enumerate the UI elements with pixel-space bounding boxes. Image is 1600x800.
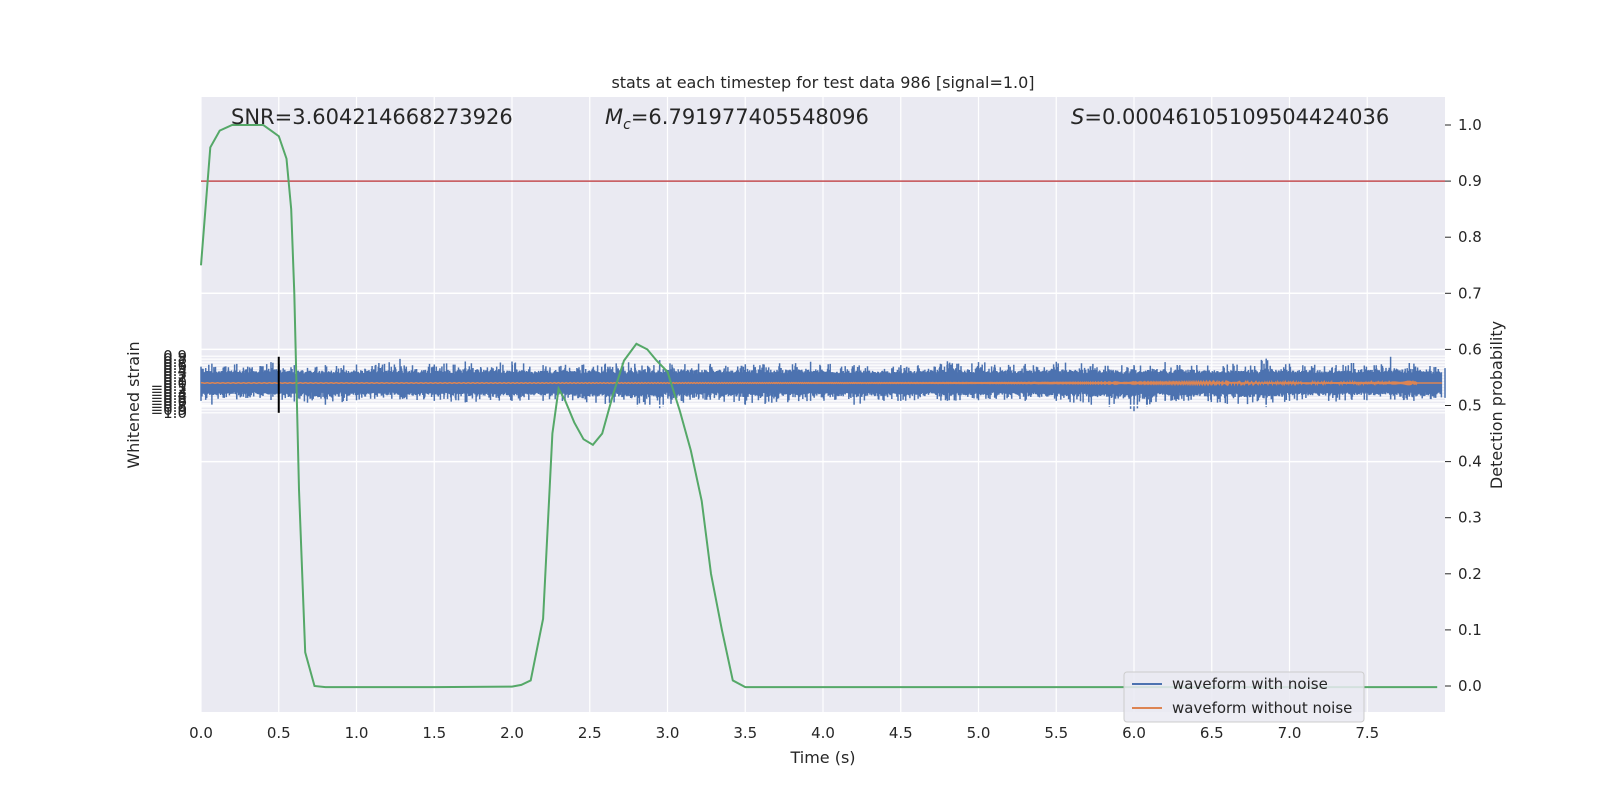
legend-label-noise: waveform with noise xyxy=(1172,675,1328,693)
y-axis-ticks: 0.90.80.70.60.50.40.30.20.10.0−0.1−0.2−0… xyxy=(151,347,187,422)
chirp-mass-subscript: c xyxy=(623,117,631,133)
y-tick-label: 0.9 xyxy=(163,347,187,365)
s-symbol: S xyxy=(1071,105,1084,129)
x-tick-label: 5.0 xyxy=(967,724,991,742)
x-tick-label: 4.0 xyxy=(811,724,835,742)
y-tick-label: 0.1 xyxy=(163,371,187,389)
y-axis-label: Whitened strain xyxy=(124,341,143,468)
y2-tick-label: 0.2 xyxy=(1458,565,1482,583)
x-tick-label: 0.0 xyxy=(189,724,213,742)
y-tick-label: −0.2 xyxy=(151,380,187,398)
legend-label-clean: waveform without noise xyxy=(1172,699,1352,717)
y-tick-label: 0.5 xyxy=(163,359,187,377)
x-tick-label: 2.0 xyxy=(500,724,524,742)
legend: waveform with noise waveform without noi… xyxy=(1123,671,1365,723)
x-axis-label: Time (s) xyxy=(789,748,855,767)
x-tick-label: 1.0 xyxy=(345,724,369,742)
s-value: =0.0004610510950442403​6 xyxy=(1084,105,1389,129)
clean-waveform-line xyxy=(200,379,1442,387)
y-tick-label: 0.0 xyxy=(163,374,187,392)
x-tick-label: 6.5 xyxy=(1200,724,1224,742)
y2-tick-label: 0.6 xyxy=(1458,340,1482,358)
y2-tick-label: 0.0 xyxy=(1458,677,1482,695)
y-tick-label: −0.5 xyxy=(151,389,187,407)
s-annotation: S=0.0004610510950442403​6 xyxy=(1071,105,1389,129)
y-tick-label: −0.6 xyxy=(151,392,187,410)
y-tick-label: −0.3 xyxy=(151,383,187,401)
x-axis-ticks: 0.0 0.5 1.0 1.5 2.0 2.5 3.0 3.5 4.0 4.5 5.0 5.5 6.0 6… xyxy=(189,724,1379,742)
y-tick-label: −0.4 xyxy=(151,386,187,404)
x-tick-label: 1.5 xyxy=(422,724,446,742)
y2-tick-label: 0.1 xyxy=(1458,621,1482,639)
y2-tick-label: 0.5 xyxy=(1458,397,1482,415)
x-tick-label: 3.0 xyxy=(656,724,680,742)
y2-tick-label: 0.3 xyxy=(1458,509,1482,527)
y-tick-label: 0.6 xyxy=(163,356,187,374)
y-tick-label: 0.7 xyxy=(163,353,187,371)
x-tick-label: 4.5 xyxy=(889,724,913,742)
x-tick-label: 7.0 xyxy=(1278,724,1302,742)
snr-annotation: SNR=3.604214668273926 xyxy=(231,105,513,129)
y-tick-label: 0.3 xyxy=(163,365,187,383)
chirp-mass-annotation: Mc=6.791977405548096 xyxy=(605,105,869,133)
chirp-mass-symbol: M xyxy=(605,105,623,129)
x-tick-label: 0.5 xyxy=(267,724,291,742)
y-tick-label: −1.0 xyxy=(151,404,187,422)
y2-tick-label: 0.4 xyxy=(1458,453,1482,471)
y-tick-label: −0.9 xyxy=(151,401,187,419)
x-tick-label: 2.5 xyxy=(578,724,602,742)
y2-tick-label: 0.9 xyxy=(1458,172,1482,190)
y2-tick-label: 0.8 xyxy=(1458,228,1482,246)
y2-axis-ticks: 1.0 0.9 0.8 0.7 0.6 0.5 0.4 0.3 0.2 0.1 0.0 xyxy=(1445,116,1482,695)
x-tick-label: 6.0 xyxy=(1122,724,1146,742)
chirp-mass-value: =6.791977405548096 xyxy=(631,105,869,129)
y-tick-label: −0.8 xyxy=(151,398,187,416)
y-tick-label: 0.2 xyxy=(163,368,187,386)
y-tick-label: −0.7 xyxy=(151,395,187,413)
y2-tick-label: 0.7 xyxy=(1458,284,1482,302)
y-tick-label: 0.8 xyxy=(163,350,187,368)
detection-probability-line xyxy=(200,124,1438,689)
series-waveform-without-noise xyxy=(200,379,1442,387)
chart-overlays xyxy=(200,124,1445,689)
y2-tick-label: 1.0 xyxy=(1458,116,1482,134)
legend-box xyxy=(1123,671,1365,723)
y-tick-label: 0.4 xyxy=(163,362,187,380)
chart-title: stats at each timestep for test data 986… xyxy=(611,73,1034,92)
y-tick-label: −0.1 xyxy=(151,377,187,395)
y2-axis-label: Detection probability xyxy=(1487,321,1506,489)
x-tick-label: 3.5 xyxy=(733,724,757,742)
x-tick-label: 7.5 xyxy=(1355,724,1379,742)
x-tick-label: 5.5 xyxy=(1044,724,1068,742)
